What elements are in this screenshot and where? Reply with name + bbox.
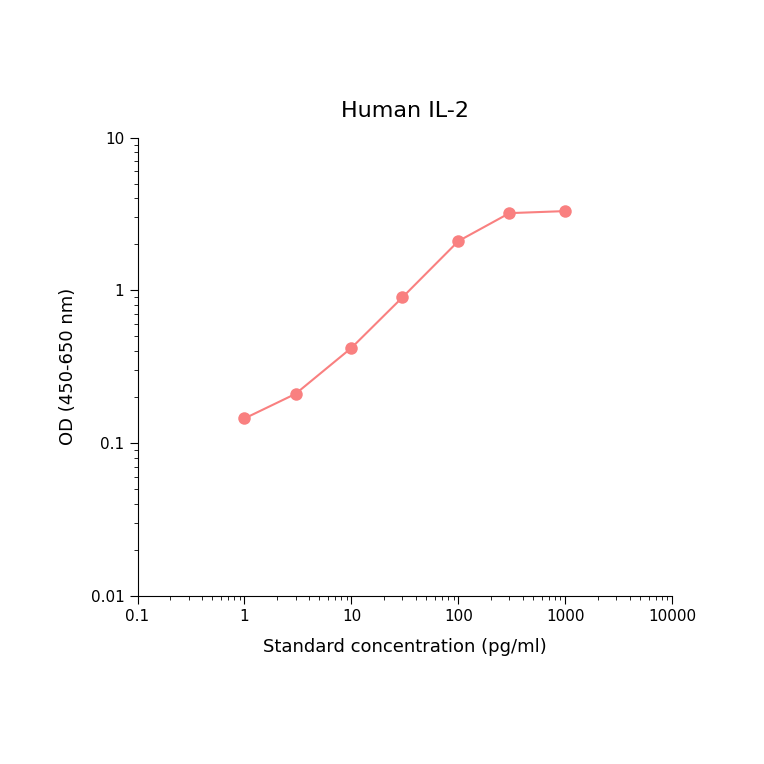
Title: Human IL-2: Human IL-2 [341,101,469,121]
Y-axis label: OD (450-650 nm): OD (450-650 nm) [59,288,76,445]
X-axis label: Standard concentration (pg/ml): Standard concentration (pg/ml) [263,638,547,656]
